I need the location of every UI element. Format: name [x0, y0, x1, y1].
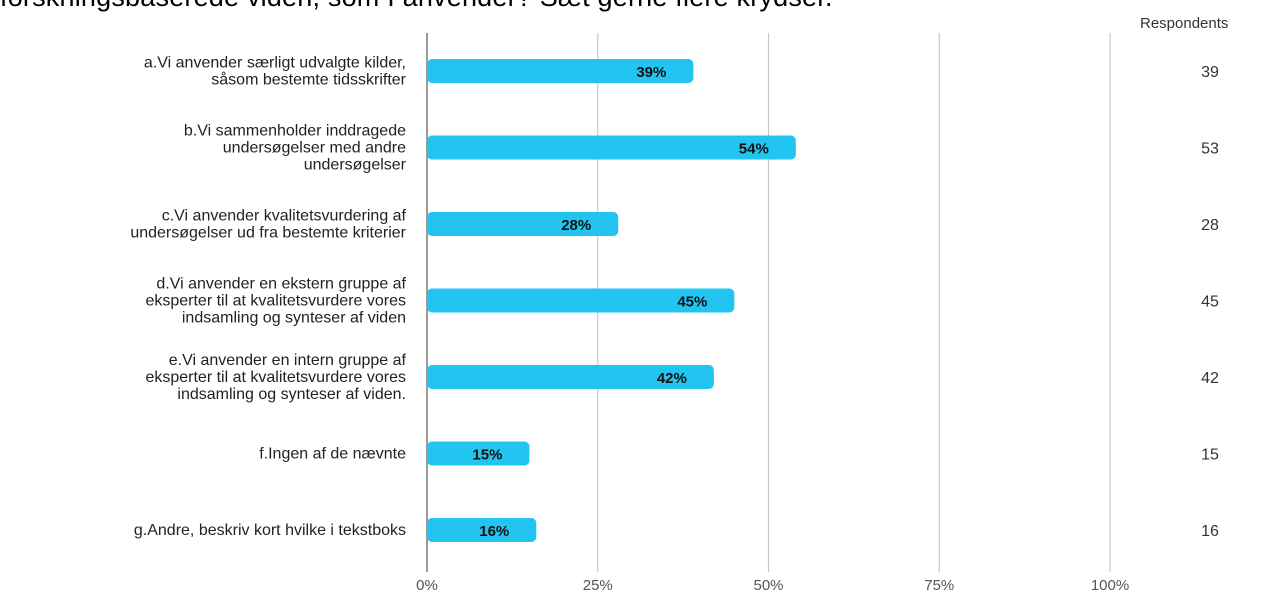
category-label: b.Vi sammenholder inddragede undersøgelse… — [184, 123, 407, 174]
respondents-count: 42 — [1201, 370, 1219, 387]
bar — [427, 288, 735, 313]
bar — [427, 212, 619, 236]
respondents-count: 39 — [1201, 64, 1219, 81]
category-label: e.Vi anvender en intern gruppe af ekspert… — [145, 352, 406, 403]
x-tick-label: 75% — [924, 577, 954, 591]
x-tick-label: 25% — [583, 577, 613, 591]
respondents-count: 45 — [1201, 294, 1219, 311]
category-label: g.Andre, beskriv kort hvilke i tekstboks — [134, 522, 406, 539]
bar-value-label: 16% — [479, 523, 509, 540]
respondents-count: 16 — [1201, 523, 1219, 540]
bar — [427, 135, 796, 160]
category-label: d.Vi anvender en ekstern gruppe af eksper… — [145, 276, 406, 327]
respondents-header: Respondents — [1140, 15, 1229, 32]
bar-value-label: 39% — [636, 64, 666, 81]
bar — [427, 441, 530, 466]
bar-value-label: 54% — [739, 141, 769, 158]
bar — [427, 59, 694, 83]
category-label: a.Vi anvender særligt udvalgte kilder, så… — [144, 55, 407, 89]
x-tick-label: 100% — [1091, 577, 1129, 591]
respondents-count: 15 — [1201, 447, 1219, 464]
bar-value-label: 45% — [677, 294, 707, 311]
bar — [427, 518, 537, 542]
bar-value-label: 42% — [657, 370, 687, 387]
x-tick-label: 50% — [753, 577, 783, 591]
respondents-count: 28 — [1201, 217, 1219, 234]
bar-value-label: 28% — [561, 217, 591, 234]
bar-value-label: 15% — [472, 447, 502, 464]
respondents-count: 53 — [1201, 141, 1219, 158]
chart-title: forskningsbaserede viden, som I anvender… — [0, 0, 1274, 13]
bar — [427, 365, 714, 389]
category-label: f.Ingen af de nævnte — [259, 446, 406, 463]
x-tick-label: 0% — [416, 577, 438, 591]
category-label: c.Vi anvender kvalitetsvurdering af under… — [130, 208, 406, 242]
